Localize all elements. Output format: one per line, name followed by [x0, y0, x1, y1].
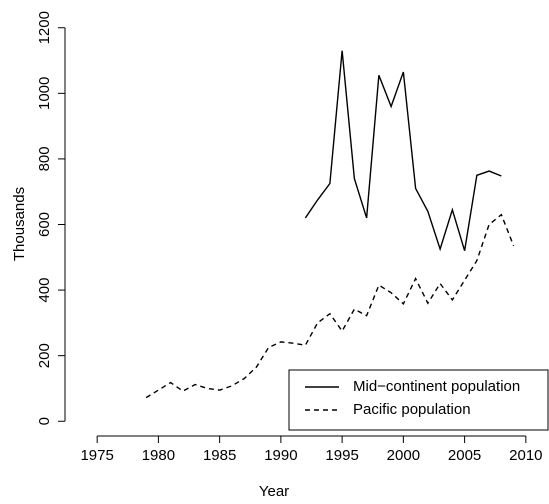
series-line	[304, 50, 502, 252]
series-line	[145, 213, 515, 399]
y-tick-label: 200	[36, 343, 53, 368]
legend-label: Pacific population	[353, 401, 471, 418]
x-tick-label: 1975	[80, 447, 113, 464]
y-tick-label: 0	[36, 417, 53, 425]
x-tick-label: 1990	[264, 447, 297, 464]
y-tick-label: 800	[36, 146, 53, 171]
x-axis-label: Year	[259, 483, 289, 500]
y-tick-label: 1200	[36, 11, 53, 44]
x-tick-label: 2010	[509, 447, 542, 464]
x-tick-label: 1995	[325, 447, 358, 464]
x-tick-label: 2000	[387, 447, 420, 464]
y-tick-label: 1000	[36, 77, 53, 110]
y-axis-label: Thousands	[11, 187, 28, 261]
x-tick-label: 1985	[203, 447, 236, 464]
y-tick-label: 600	[36, 212, 53, 237]
y-tick-label: 400	[36, 278, 53, 303]
legend-label: Mid−continent population	[353, 378, 520, 395]
x-tick-label: 2005	[448, 447, 481, 464]
legend-box	[288, 369, 549, 431]
x-tick-label: 1980	[142, 447, 175, 464]
